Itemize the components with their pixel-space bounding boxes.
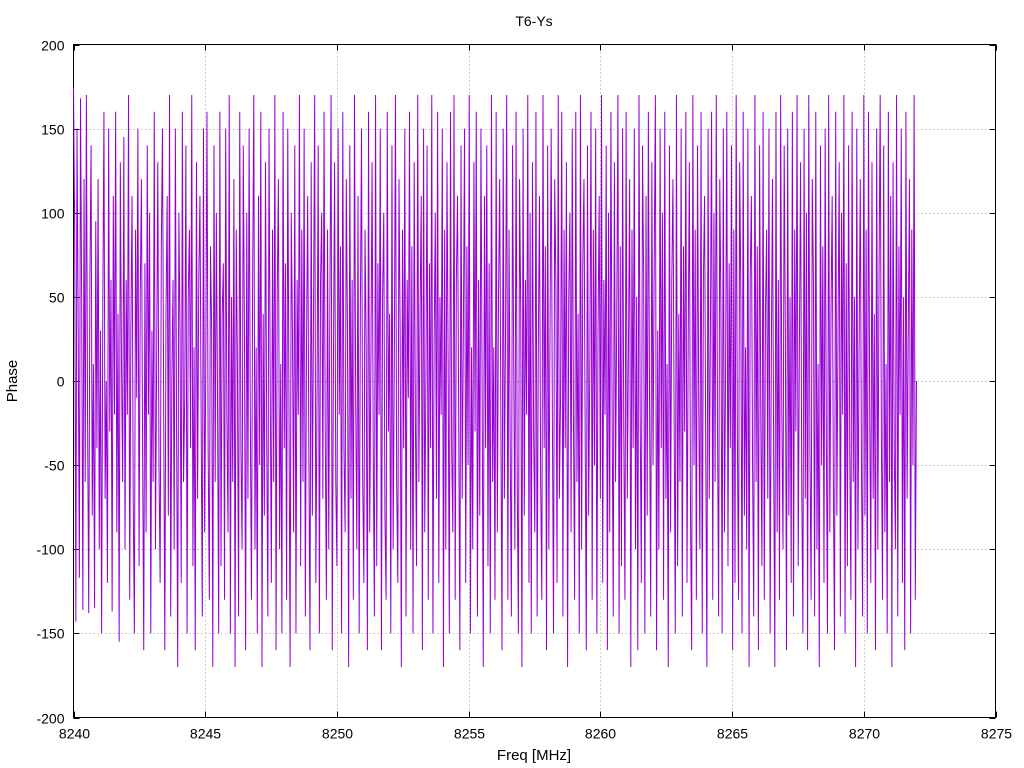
x-tick-label: 8260 — [585, 726, 616, 742]
y-tick-label: 50 — [49, 290, 65, 306]
y-tick-label: 200 — [41, 38, 65, 54]
y-tick-label: -50 — [44, 458, 64, 474]
x-tick-label: 8265 — [717, 726, 748, 742]
series-line-phase — [73, 88, 917, 668]
x-tick-label: 8240 — [59, 726, 90, 742]
x-axis-label: Freq [MHz] — [497, 747, 571, 764]
x-tick-label: 8255 — [454, 726, 485, 742]
x-tick-label: 8275 — [981, 726, 1012, 742]
x-tick-label: 8250 — [322, 726, 353, 742]
x-tick-label: 8245 — [190, 726, 221, 742]
y-tick-label: -200 — [36, 711, 64, 727]
chart-title: T6-Ys — [515, 13, 552, 29]
y-tick-label: 150 — [41, 122, 65, 138]
y-tick-label: 0 — [57, 374, 65, 390]
y-tick-label: -150 — [36, 626, 64, 642]
x-tick-labels: 8240 8245 8250 8255 8260 8265 8270 8275 — [59, 726, 1012, 742]
y-tick-labels: -200 -150 -100 -50 0 50 100 150 200 — [36, 38, 64, 727]
y-tick-label: -100 — [36, 542, 64, 558]
y-tick-label: 100 — [41, 206, 65, 222]
x-tick-label: 8270 — [849, 726, 880, 742]
y-axis-label: Phase — [4, 360, 21, 403]
